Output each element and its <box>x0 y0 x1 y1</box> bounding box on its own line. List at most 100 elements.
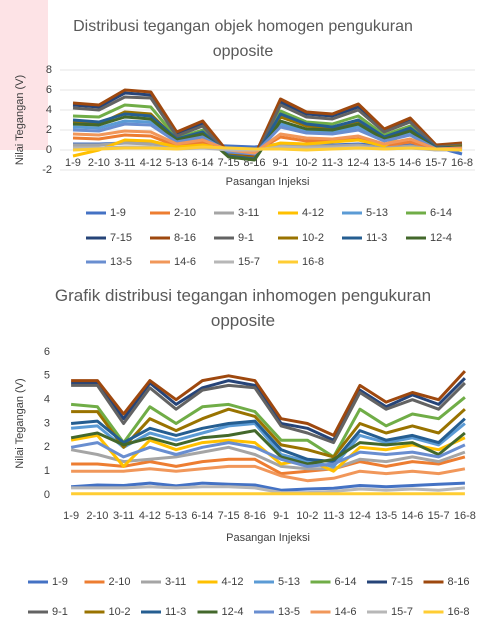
x-tick-label: 9-1 <box>273 510 289 522</box>
y-tick-label: 2 <box>46 124 52 136</box>
y-tick-label: 5 <box>44 370 50 382</box>
legend-label: 5-13 <box>366 207 388 219</box>
legend-label: 8-16 <box>448 576 470 588</box>
legend-label: 12-4 <box>430 232 452 244</box>
x-tick-label: 10-2 <box>296 510 318 522</box>
y-axis-label: Nilai Tegangan (V) <box>14 378 26 468</box>
series-line <box>72 122 463 156</box>
series-line <box>71 381 466 445</box>
y-tick-label: 1 <box>44 465 50 477</box>
y-tick-label: 4 <box>46 104 52 116</box>
legend-label: 13-5 <box>278 606 300 618</box>
legend-label: 1-9 <box>52 576 68 588</box>
legend-label: 4-12 <box>302 207 324 219</box>
y-tick-label: 2 <box>44 441 50 453</box>
series-line <box>70 429 466 466</box>
x-tick-label: 11-3 <box>322 157 343 169</box>
x-tick-label: 4-12 <box>139 510 161 522</box>
x-tick-label: 7-15 <box>218 157 240 169</box>
series-line <box>70 396 466 459</box>
legend-label: 11-3 <box>366 232 387 244</box>
x-tick-label: 14-6 <box>399 157 421 169</box>
legend-label: 7-15 <box>391 576 413 588</box>
y-tick-label: 8 <box>46 64 52 76</box>
x-tick-label: 14-6 <box>401 510 423 522</box>
x-tick-label: 4-12 <box>140 157 162 169</box>
y-tick-label: -2 <box>42 164 52 176</box>
legend-label: 8-16 <box>174 232 196 244</box>
x-tick-label: 16-8 <box>451 157 473 169</box>
x-axis-label: Pasangan Injeksi <box>226 532 310 544</box>
series-line <box>70 417 466 464</box>
legend-label: 6-14 <box>430 207 452 219</box>
x-tick-label: 13-5 <box>375 510 397 522</box>
series-line <box>72 145 463 152</box>
series-line <box>70 445 466 471</box>
decoration <box>0 0 48 150</box>
series-line <box>71 485 466 495</box>
x-tick-label: 8-16 <box>244 510 266 522</box>
legend-label: 14-6 <box>335 606 357 618</box>
x-tick-label: 12-4 <box>349 510 371 522</box>
series-line <box>71 464 466 483</box>
series-line <box>72 88 463 158</box>
series-line <box>72 112 463 161</box>
legend-label: 15-7 <box>238 256 260 268</box>
legend-label: 4-12 <box>222 576 244 588</box>
x-tick-label: 1-9 <box>63 510 79 522</box>
legend-label: 6-14 <box>335 576 357 588</box>
legend-label: 2-10 <box>109 576 131 588</box>
x-tick-label: 7-15 <box>218 510 240 522</box>
x-axis-label: Pasangan Injeksi <box>226 176 310 188</box>
x-tick-label: 16-8 <box>454 510 476 522</box>
legend-label: 10-2 <box>109 606 131 618</box>
x-tick-label: 10-2 <box>295 157 317 169</box>
y-tick-label: 6 <box>44 346 50 358</box>
x-tick-label: 15-7 <box>428 510 450 522</box>
x-tick-label: 3-11 <box>114 157 135 169</box>
x-tick-label: 11-3 <box>323 510 344 522</box>
x-tick-label: 13-5 <box>373 157 395 169</box>
x-tick-label: 5-13 <box>166 157 188 169</box>
x-tick-label: 9-1 <box>273 157 289 169</box>
legend-label: 11-3 <box>165 606 186 618</box>
legend-label: 15-7 <box>391 606 413 618</box>
series-line <box>70 441 466 468</box>
legend-label: 13-5 <box>110 256 132 268</box>
legend-label: 14-6 <box>174 256 196 268</box>
y-tick-label: 4 <box>44 394 50 406</box>
y-tick-label: 6 <box>46 84 52 96</box>
legend-label: 9-1 <box>52 606 68 618</box>
x-tick-label: 6-14 <box>191 510 213 522</box>
x-tick-label: 15-7 <box>425 157 447 169</box>
x-tick-label: 6-14 <box>192 157 214 169</box>
x-tick-label: 2-10 <box>88 157 110 169</box>
legend-label: 5-13 <box>278 576 300 588</box>
series-line <box>72 129 463 155</box>
series-line <box>71 370 467 437</box>
legend-label: 3-11 <box>165 576 186 588</box>
series-line <box>71 481 465 492</box>
x-tick-label: 2-10 <box>86 510 108 522</box>
legend-label: 1-9 <box>110 207 126 219</box>
y-tick-label: 0 <box>44 489 50 501</box>
chart-title: Grafik distribusi tegangan inhomogen pen… <box>54 286 432 330</box>
series-line <box>71 455 466 476</box>
legend-label: 3-11 <box>238 207 259 219</box>
y-tick-label: 3 <box>44 417 50 429</box>
legend-label: 2-10 <box>174 207 196 219</box>
x-tick-label: 12-4 <box>347 157 369 169</box>
series-line <box>72 95 463 161</box>
legend-label: 16-8 <box>448 606 470 618</box>
x-tick-label: 1-9 <box>65 157 81 169</box>
x-tick-label: 3-11 <box>113 510 134 522</box>
legend-label: 16-8 <box>302 256 324 268</box>
chart-title: Distribusi tegangan objek homogen penguk… <box>73 18 413 60</box>
legend-label: 7-15 <box>110 232 132 244</box>
y-axis-label: Nilai Tegangan (V) <box>14 75 26 165</box>
x-tick-label: 5-13 <box>165 510 187 522</box>
legend-label: 10-2 <box>302 232 324 244</box>
legend-label: 9-1 <box>238 232 254 244</box>
